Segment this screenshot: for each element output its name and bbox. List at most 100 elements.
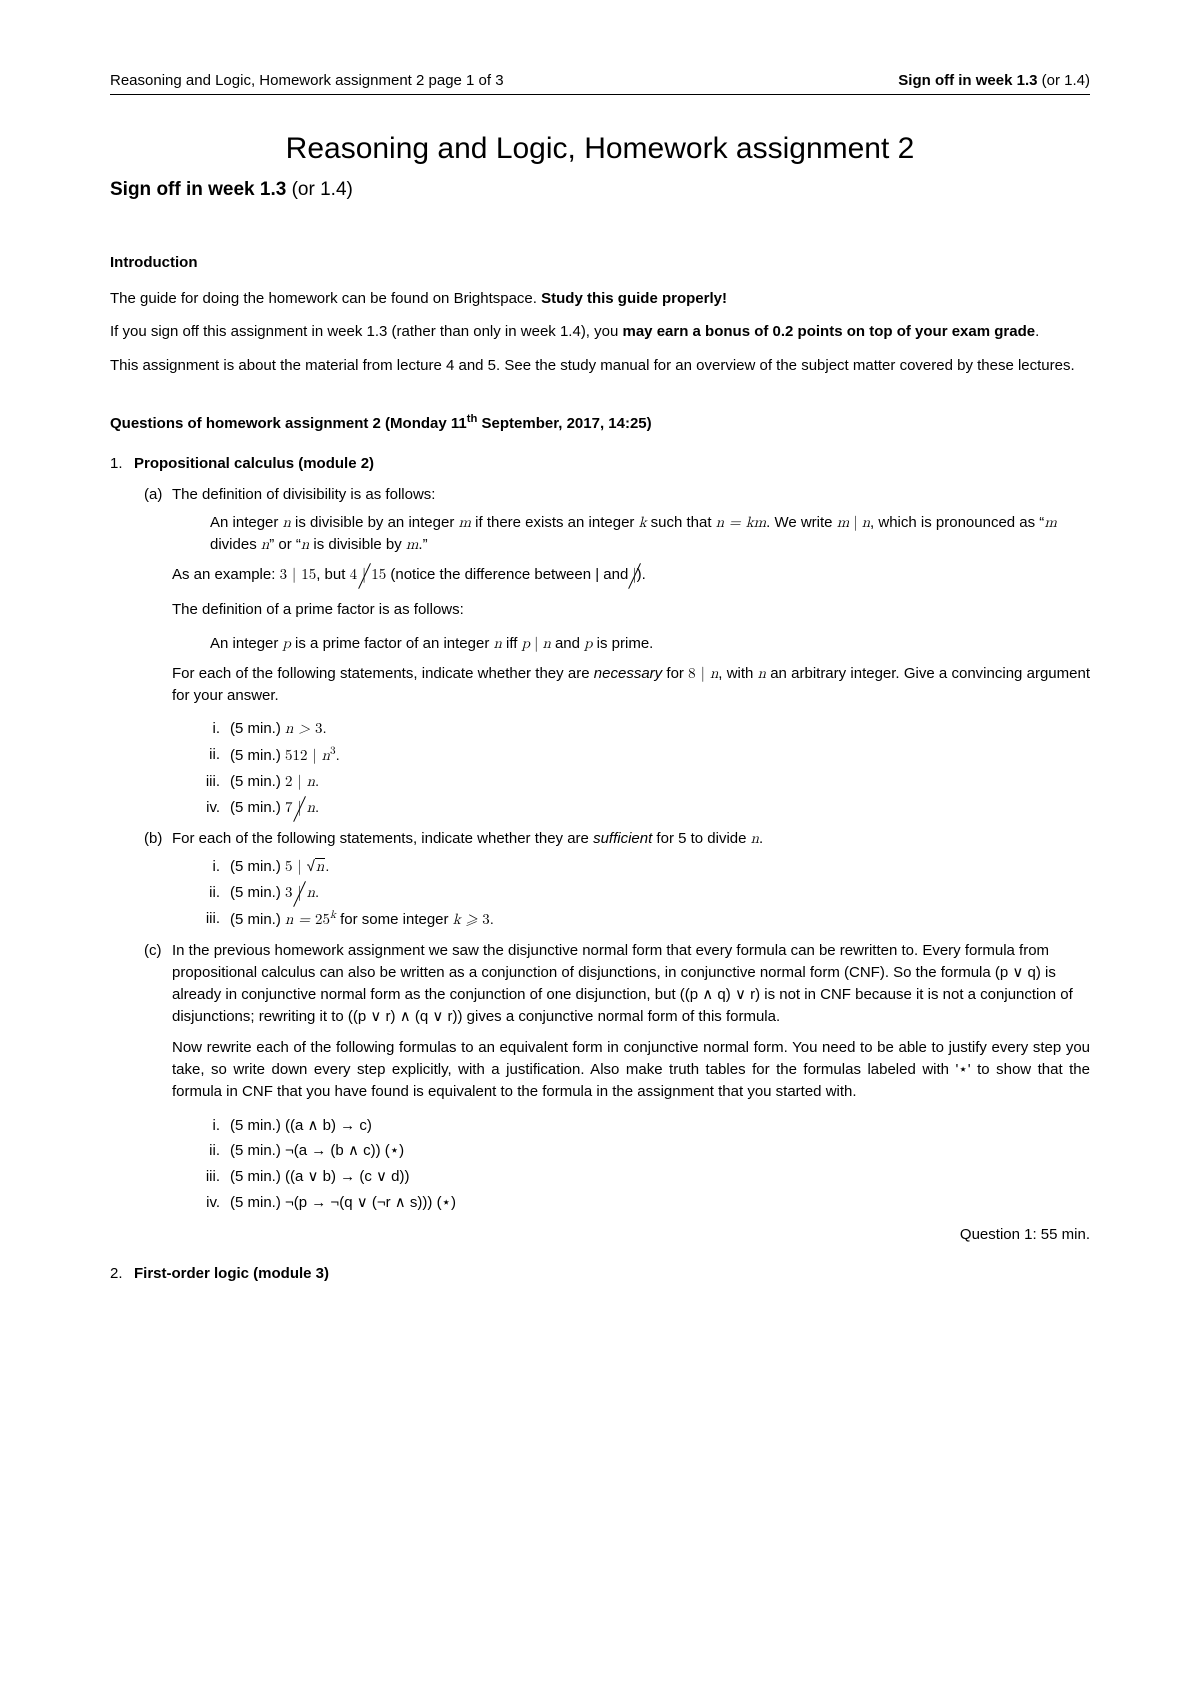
t: for xyxy=(662,665,688,682)
q1b: (b) For each of the following statements… xyxy=(144,828,1090,930)
q1c-p2: Now rewrite each of the following formul… xyxy=(172,1037,1090,1102)
t: and xyxy=(551,635,584,652)
rn: ii. xyxy=(192,1140,220,1162)
q1c-p1: In the previous homework assignment we s… xyxy=(172,942,1073,1024)
q1c-label: (c) xyxy=(144,940,162,962)
header-bar: Reasoning and Logic, Homework assignment… xyxy=(110,70,1090,95)
rn: i. xyxy=(192,856,220,878)
t: if there exists an integer xyxy=(471,514,639,531)
t: For each of the following statements, in… xyxy=(172,665,594,682)
questions-heading: Questions of homework assignment 2 (Mond… xyxy=(110,411,1090,435)
t: As an example: xyxy=(172,566,280,583)
q1-title: Propositional calculus (module 2) xyxy=(134,455,374,472)
intro-p1b: Study this guide properly! xyxy=(541,290,727,307)
q1b-ii: ii.(5 min.) 3 | n. xyxy=(192,882,1090,904)
t: .” xyxy=(418,536,427,553)
q1a-def1: An integer n is divisible by an integer … xyxy=(210,512,1090,556)
t: (5 min.) xyxy=(230,747,285,764)
rn: i. xyxy=(192,1115,220,1137)
q1c-iv: iv. (5 min.) ¬(p → ¬(q ∨ (¬r ∧ s))) (⋆) xyxy=(192,1192,1090,1214)
t: (5 min.) ¬(p → ¬(q ∨ (¬r ∧ s))) (⋆) xyxy=(230,1194,456,1211)
t: An integer xyxy=(210,514,283,531)
subtitle: Sign off in week 1.3 (or 1.4) xyxy=(110,176,1090,204)
t: (5 min.) ¬(a → (b ∧ c)) (⋆) xyxy=(230,1142,404,1159)
page: Reasoning and Logic, Homework assignment… xyxy=(0,0,1200,1697)
q2-title: First-order logic (module 3) xyxy=(134,1265,329,1282)
t: (5 min.) xyxy=(230,799,285,816)
question-2: 2. First-order logic (module 3) xyxy=(110,1263,1090,1285)
q1a-def2-lead: The definition of a prime factor is as f… xyxy=(172,599,1090,621)
header-right-bold: Sign off in week 1.3 xyxy=(898,72,1037,89)
q1c-i: i. (5 min.) ((a ∧ b) → c) xyxy=(192,1115,1090,1137)
q1-sublist: (a) The definition of divisibility is as… xyxy=(144,484,1090,1213)
t: ” or “ xyxy=(269,536,301,553)
subtitle-bold: Sign off in week 1.3 xyxy=(110,179,286,200)
q1-num: 1. xyxy=(110,453,123,475)
rn: i. xyxy=(192,718,220,740)
intro-p2c: . xyxy=(1035,323,1039,340)
intro-p2: If you sign off this assignment in week … xyxy=(110,321,1090,343)
qh-sup: th xyxy=(467,413,478,425)
t: (5 min.) xyxy=(230,773,285,790)
qh-a: Questions of homework assignment 2 (Mond… xyxy=(110,415,467,432)
t: For each of the following statements, in… xyxy=(172,830,593,847)
t: (5 min.) xyxy=(230,858,285,875)
qh-b: September, 2017, 14:25) xyxy=(477,415,651,432)
rn: iv. xyxy=(192,797,220,819)
header-left: Reasoning and Logic, Homework assignment… xyxy=(110,70,504,92)
q1a-iv: iv.(5 min.) 7 | n. xyxy=(192,797,1090,819)
q1a-task: For each of the following statements, in… xyxy=(172,663,1090,707)
t: , which is pronounced as “ xyxy=(870,514,1044,531)
t: is divisible by xyxy=(309,536,406,553)
t: divides xyxy=(210,536,261,553)
q1a-def2: An integer p is a prime factor of an int… xyxy=(210,633,1090,655)
intro-p2a: If you sign off this assignment in week … xyxy=(110,323,623,340)
t: iff xyxy=(502,635,522,652)
t: . We write xyxy=(766,514,837,531)
intro-p1: The guide for doing the homework can be … xyxy=(110,288,1090,310)
t: , with xyxy=(718,665,757,682)
t: (5 min.) ((a ∧ b) → c) xyxy=(230,1117,372,1134)
q1b-items: i.(5 min.) 5 | n. ii.(5 min.) 3 | n. iii… xyxy=(192,856,1090,930)
header-right: Sign off in week 1.3 (or 1.4) xyxy=(898,70,1090,92)
t: necessary xyxy=(594,665,662,682)
q1a: (a) The definition of divisibility is as… xyxy=(144,484,1090,818)
q1a-iii: iii.(5 min.) 2 | n. xyxy=(192,771,1090,793)
t: (notice the difference between | and xyxy=(386,566,632,583)
header-right-plain: (or 1.4) xyxy=(1037,72,1090,89)
q1c: (c) In the previous homework assignment … xyxy=(144,940,1090,1213)
q1c-ii: ii. (5 min.) ¬(a → (b ∧ c)) (⋆) xyxy=(192,1140,1090,1162)
subtitle-plain: (or 1.4) xyxy=(286,179,353,200)
t: is divisible by an integer xyxy=(291,514,459,531)
q2-num: 2. xyxy=(110,1263,123,1285)
intro-p1a: The guide for doing the homework can be … xyxy=(110,290,541,307)
t: An integer xyxy=(210,635,283,652)
q1a-items: i.(5 min.) n > 3. ii.(5 min.) 512 | n3. … xyxy=(192,718,1090,818)
intro-p3: This assignment is about the material fr… xyxy=(110,355,1090,377)
t: sufficient xyxy=(593,830,652,847)
t: (5 min.) ((a ∨ b) → (c ∨ d)) xyxy=(230,1168,409,1185)
rn: ii. xyxy=(192,744,220,766)
t: is a prime factor of an integer xyxy=(291,635,494,652)
rn: iv. xyxy=(192,1192,220,1214)
intro-p2b: may earn a bonus of 0.2 points on top of… xyxy=(623,323,1036,340)
q1a-label: (a) xyxy=(144,484,162,506)
question-1: 1. Propositional calculus (module 2) (a)… xyxy=(110,453,1090,1246)
rn: iii. xyxy=(192,908,220,930)
rn: ii. xyxy=(192,882,220,904)
q1c-items: i. (5 min.) ((a ∧ b) → c) ii. (5 min.) ¬(a… xyxy=(192,1115,1090,1214)
q1b-i: i.(5 min.) 5 | n. xyxy=(192,856,1090,878)
t: is prime. xyxy=(593,635,654,652)
q1b-label: (b) xyxy=(144,828,162,850)
q1c-iii: iii. (5 min.) ((a ∨ b) → (c ∨ d)) xyxy=(192,1166,1090,1188)
q1b-iii: iii.(5 min.) n = 25k for some integer k … xyxy=(192,908,1090,931)
rn: iii. xyxy=(192,1166,220,1188)
question-list: 1. Propositional calculus (module 2) (a)… xyxy=(110,453,1090,1286)
q1-time: Question 1: 55 min. xyxy=(134,1224,1090,1246)
t: for 5 to divide xyxy=(652,830,750,847)
title-block: Reasoning and Logic, Homework assignment… xyxy=(110,127,1090,204)
q1a-i: i.(5 min.) n > 3. xyxy=(192,718,1090,740)
t: . xyxy=(759,830,763,847)
t: (5 min.) xyxy=(230,911,285,928)
q1a-ii: ii.(5 min.) 512 | n3. xyxy=(192,744,1090,767)
